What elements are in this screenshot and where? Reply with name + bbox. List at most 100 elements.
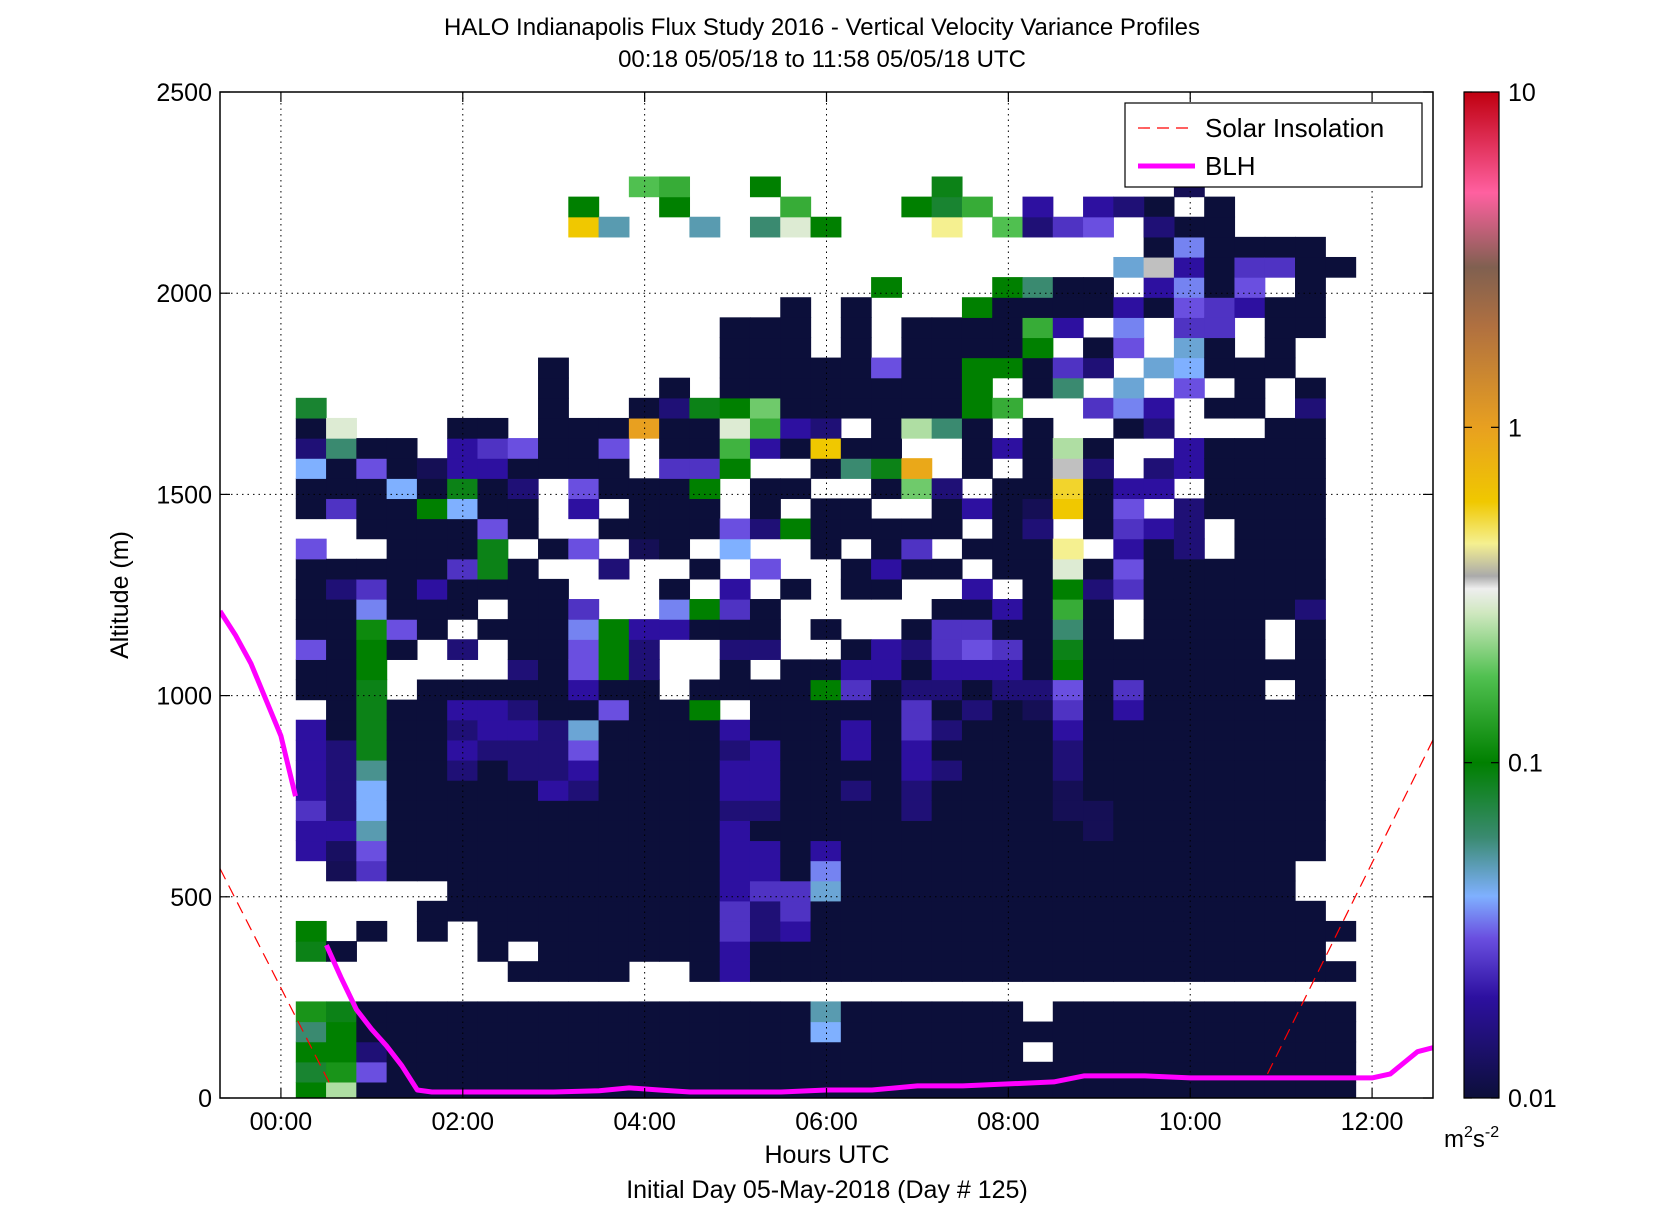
heatmap-cell [568,880,600,902]
heatmap-cell [1052,478,1084,500]
heatmap-cell [1264,1041,1296,1063]
heatmap-cell [1173,719,1205,741]
heatmap-cell [1113,1021,1145,1043]
heatmap-cell [1234,1001,1266,1023]
heatmap-cell [598,860,630,882]
heatmap-cell [749,1021,781,1043]
heatmap-cell [628,1021,660,1043]
heatmap-cell [1052,558,1084,580]
heatmap-cell [538,377,569,399]
heatmap-cell [1264,920,1296,942]
heatmap-cell [598,438,630,459]
heatmap-cell [447,679,479,701]
heatmap-cell [1234,599,1266,620]
heatmap-cell [719,518,751,540]
heatmap-cell [659,498,691,520]
heatmap-cell [1022,417,1054,439]
heatmap-cell [689,719,721,741]
heatmap-cell [931,599,963,620]
heatmap-cell [749,397,781,419]
y-tick-label: 1000 [156,683,212,711]
heatmap-cell [1022,639,1054,660]
heatmap-cell [538,1061,569,1083]
heatmap-cell [780,840,812,862]
heatmap-cell [598,961,630,982]
heatmap-cell [780,1041,812,1063]
heatmap-cell [507,438,539,459]
heatmap-cell [901,840,933,862]
heatmap-cell [871,518,902,540]
heatmap-cell [1204,558,1236,580]
heatmap-cell [1204,800,1236,821]
heatmap-cell [719,941,751,962]
heatmap-cell [1234,397,1266,419]
heatmap-cell [598,780,630,801]
heatmap-cell [931,679,963,701]
heatmap-cell [295,840,327,862]
heatmap-cell [749,498,781,520]
heatmap-cell [356,1041,388,1063]
heatmap-cell [568,699,600,721]
heatmap-cell [780,297,812,318]
heatmap-cell [1022,498,1054,520]
heatmap-cell [719,780,751,801]
heatmap-cell [659,458,691,479]
heatmap-cell [447,880,479,902]
heatmap-cell [628,518,660,540]
heatmap-cell [356,619,388,640]
heatmap-cell [961,417,993,439]
heatmap-cell [901,478,933,500]
heatmap-cell [477,699,509,721]
heatmap-cell [931,377,963,399]
heatmap-cell [356,800,388,821]
heatmap-cell [810,961,842,982]
heatmap-cell [1083,719,1114,741]
heatmap-cell [719,679,751,701]
heatmap-cell [840,659,872,681]
heatmap-cell [871,739,902,761]
heatmap-cell [386,780,418,801]
heatmap-cell [1264,800,1296,821]
heatmap-cell [1264,739,1296,761]
heatmap-cell [1083,920,1114,942]
heatmap-cell [1143,458,1175,479]
heatmap-cell [1143,739,1175,761]
heatmap-cell [477,800,509,821]
heatmap-cell [901,820,933,842]
heatmap-cell [1022,800,1054,821]
heatmap-cell [719,397,751,419]
heatmap-cell [961,1021,993,1043]
heatmap-cell [1295,578,1326,600]
heatmap-cell [749,558,781,580]
heatmap-cell [326,619,357,640]
heatmap-cell [295,1001,327,1023]
heatmap-cell [1204,619,1236,640]
heatmap-cell [1204,438,1236,459]
y-tick-label: 500 [170,884,212,912]
heatmap-cell [1204,659,1236,681]
heatmap-cell [1052,357,1084,379]
heatmap-cell [1325,1001,1357,1023]
heatmap-cell [1295,417,1326,439]
heatmap-cell [689,458,721,479]
heatmap-cell [1083,961,1114,982]
heatmap-cell [931,498,963,520]
heatmap-cell [780,820,812,842]
heatmap-cell [416,679,448,701]
heatmap-cell [901,941,933,962]
heatmap-cell [1052,297,1084,318]
heatmap-cell [538,900,569,922]
legend-box [1124,102,1423,188]
heatmap-cell [840,639,872,660]
heatmap-cell [538,719,569,741]
heatmap-cell [659,176,691,198]
heatmap-cell [1204,397,1236,419]
heatmap-cell [295,599,327,620]
heatmap-cell [689,417,721,439]
heatmap-cell [1173,800,1205,821]
colorbar-tick-label: 0.01 [1508,1085,1557,1113]
heatmap-cell [538,820,569,842]
heatmap-cell [1204,216,1236,238]
heatmap-cell [901,1021,933,1043]
overlay-lines [220,609,1433,1095]
